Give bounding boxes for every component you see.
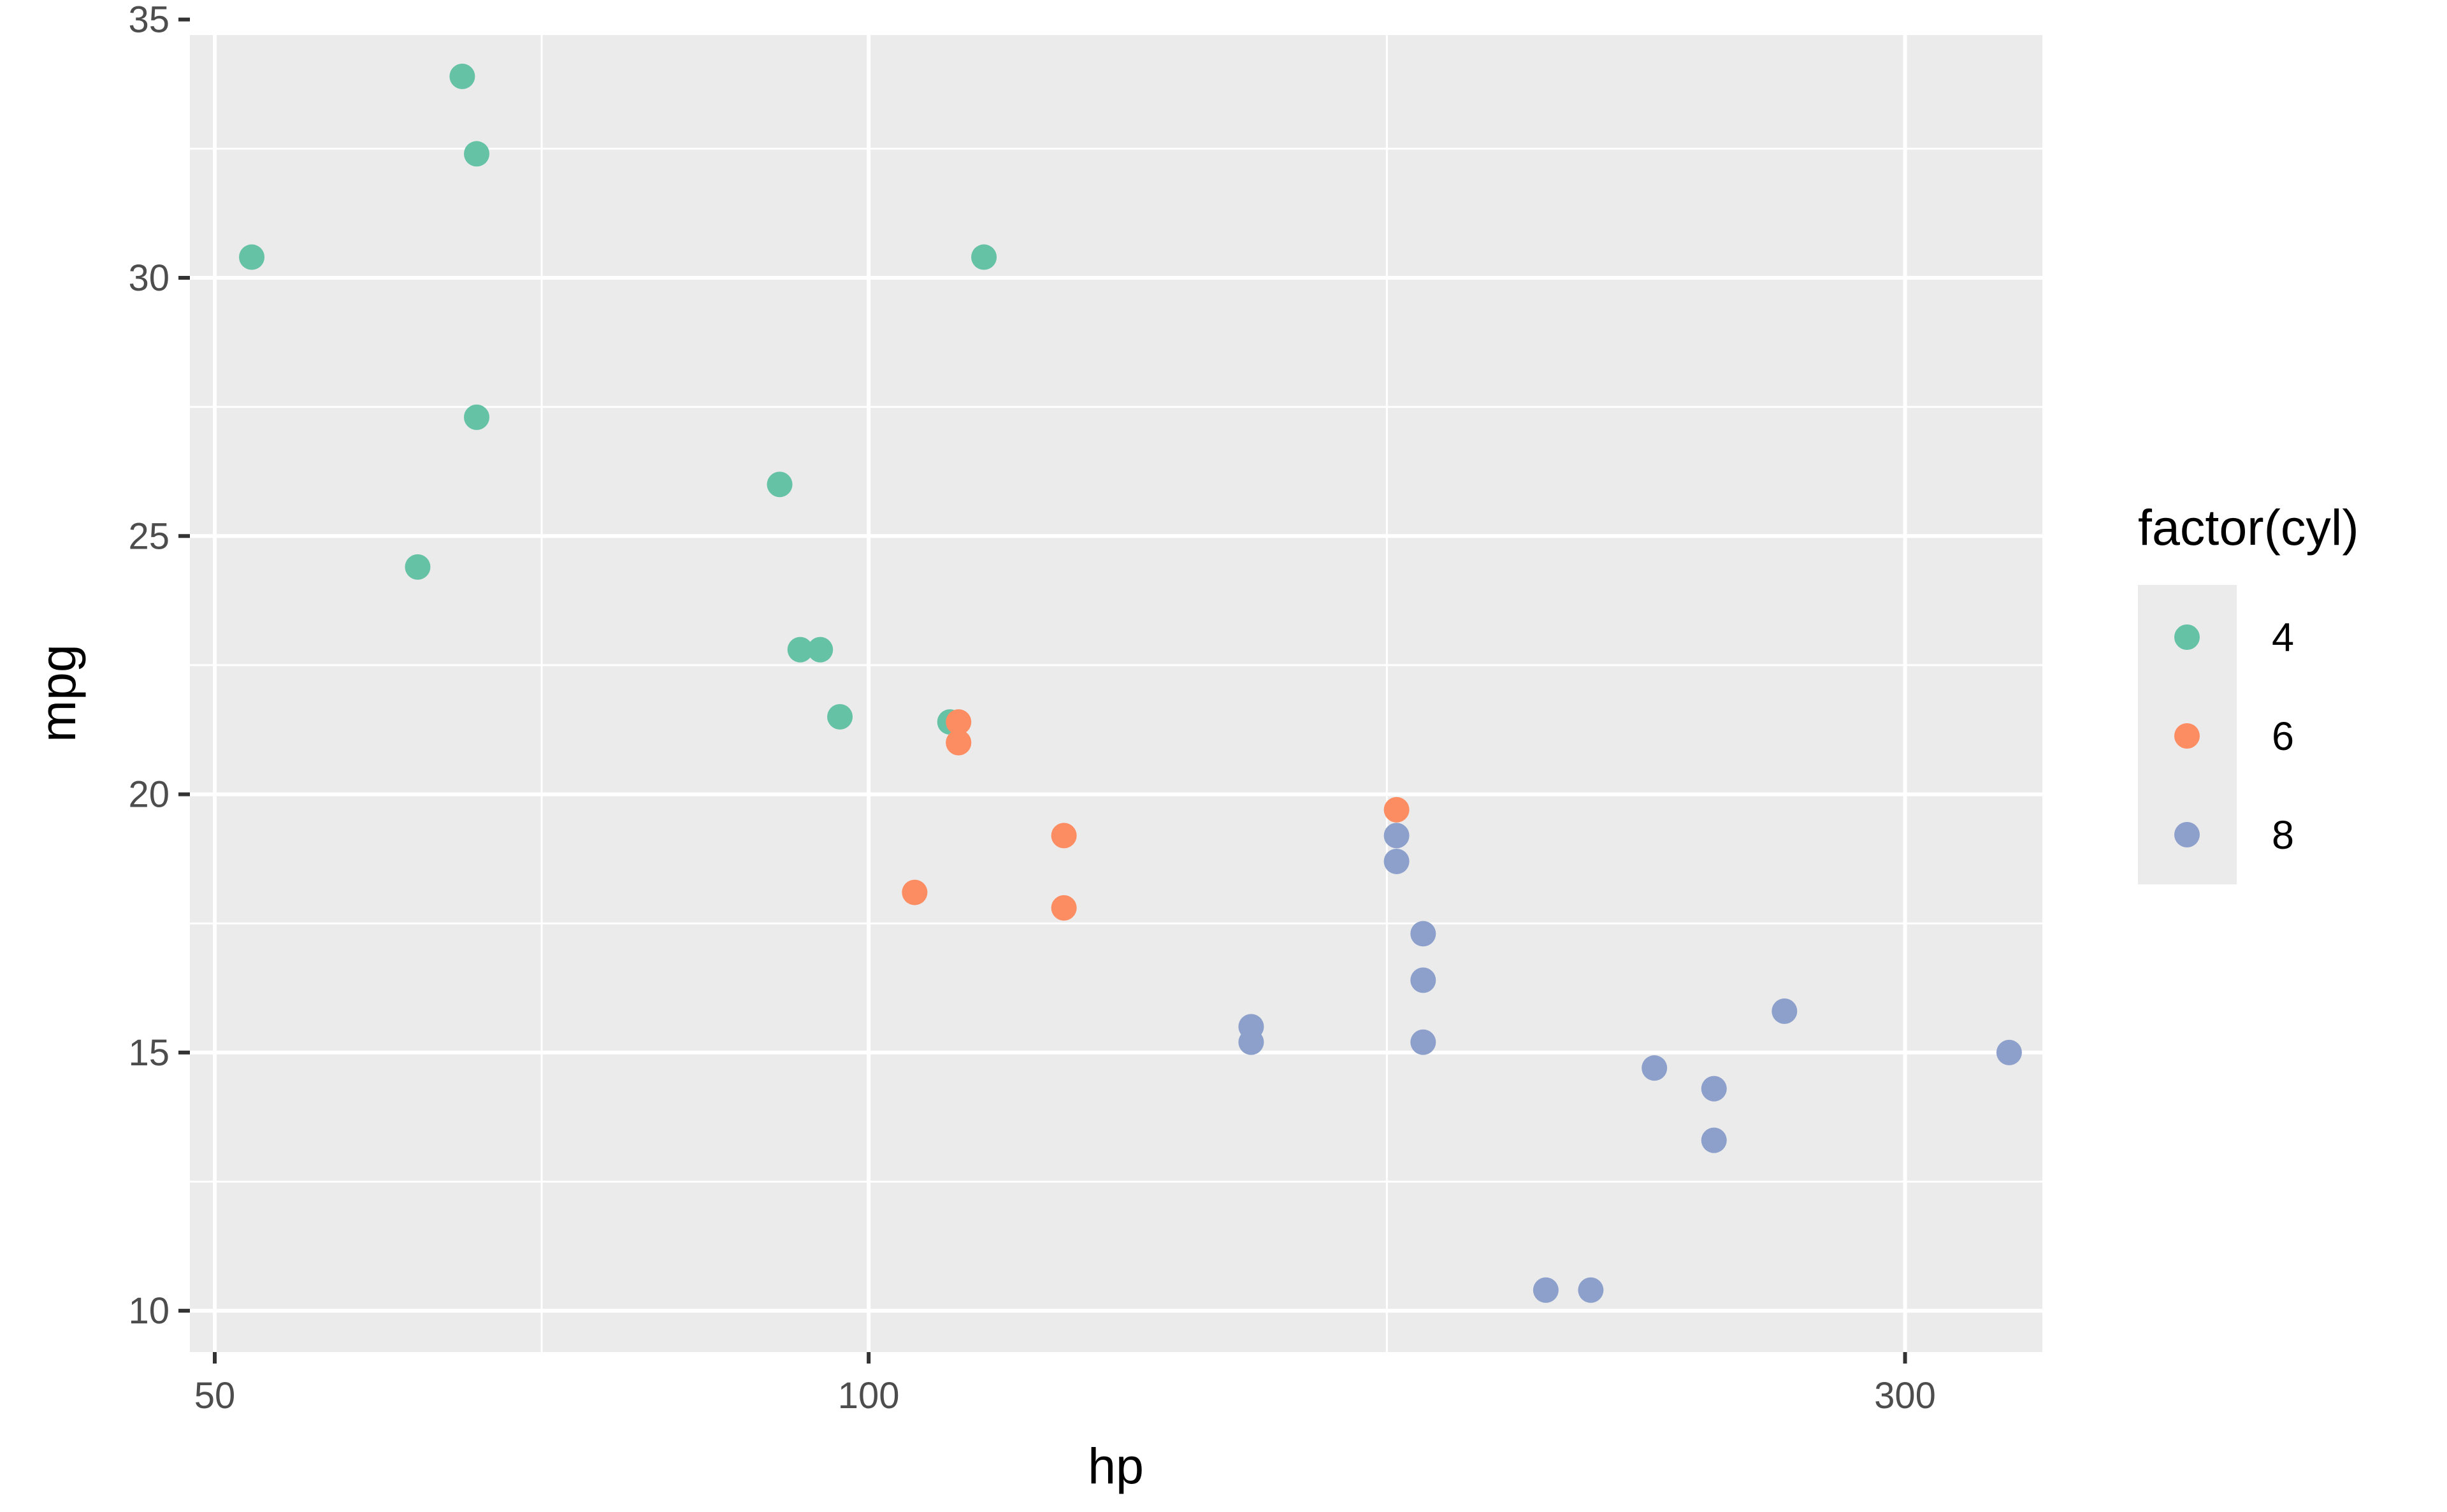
legend-label-8: 8 xyxy=(2272,813,2294,858)
legend-key-6 xyxy=(2174,723,2200,749)
data-point-cyl-6 xyxy=(902,879,928,905)
x-axis-title: hp xyxy=(1088,1437,1144,1494)
data-point-cyl-8 xyxy=(1996,1039,2022,1065)
data-point-cyl-4 xyxy=(767,472,793,498)
x-tick-label: 50 xyxy=(194,1375,236,1416)
x-tick-label: 100 xyxy=(838,1375,900,1416)
y-axis: 10 15 20 25 30 35 xyxy=(128,0,190,1332)
data-point-cyl-8 xyxy=(1642,1055,1668,1081)
legend-key-8 xyxy=(2174,822,2200,847)
legend: factor(cyl) 4 6 8 xyxy=(2138,499,2359,884)
legend-title: factor(cyl) xyxy=(2138,499,2359,556)
grid-major xyxy=(190,17,2042,1352)
data-point-cyl-4 xyxy=(464,141,490,167)
data-point-cyl-8 xyxy=(1701,1076,1727,1102)
x-tick-label: 300 xyxy=(1874,1375,1936,1416)
legend-label-4: 4 xyxy=(2272,616,2294,660)
y-axis-title: mpg xyxy=(29,644,86,742)
legend-key-4 xyxy=(2174,624,2200,650)
data-point-cyl-4 xyxy=(464,404,490,430)
y-tick-label: 15 xyxy=(128,1032,170,1074)
data-points xyxy=(239,63,2022,1303)
y-tick-label: 10 xyxy=(128,1290,170,1332)
data-point-cyl-6 xyxy=(1383,796,1410,823)
y-tick-label: 30 xyxy=(128,257,170,299)
data-point-cyl-8 xyxy=(1578,1277,1604,1303)
data-point-cyl-6 xyxy=(1051,895,1077,921)
data-point-cyl-8 xyxy=(1410,967,1436,993)
data-point-cyl-4 xyxy=(971,244,997,270)
legend-entries: 4 6 8 xyxy=(2174,616,2294,858)
y-tick-label: 35 xyxy=(128,0,170,41)
data-point-cyl-4 xyxy=(449,63,475,89)
x-axis: 50 100 300 xyxy=(194,1352,1936,1416)
data-point-cyl-6 xyxy=(946,709,972,735)
data-point-cyl-8 xyxy=(1238,1029,1264,1055)
data-point-cyl-6 xyxy=(1051,823,1077,849)
data-point-cyl-4 xyxy=(827,703,853,730)
y-tick-label: 25 xyxy=(128,515,170,557)
data-point-cyl-8 xyxy=(1772,998,1798,1025)
data-point-cyl-8 xyxy=(1533,1277,1559,1303)
data-point-cyl-4 xyxy=(787,637,813,663)
data-point-cyl-6 xyxy=(946,730,972,756)
y-tick-label: 20 xyxy=(128,774,170,816)
data-point-cyl-4 xyxy=(807,637,834,663)
data-point-cyl-4 xyxy=(405,554,431,580)
grid-minor xyxy=(190,35,2042,1352)
data-point-cyl-8 xyxy=(1383,848,1410,874)
legend-label-6: 6 xyxy=(2272,714,2294,759)
data-point-cyl-8 xyxy=(1701,1127,1727,1153)
data-point-cyl-8 xyxy=(1410,921,1436,947)
panel-background xyxy=(190,35,2042,1352)
data-point-cyl-4 xyxy=(239,244,265,270)
data-point-cyl-8 xyxy=(1383,823,1410,849)
data-point-cyl-8 xyxy=(1410,1029,1436,1055)
